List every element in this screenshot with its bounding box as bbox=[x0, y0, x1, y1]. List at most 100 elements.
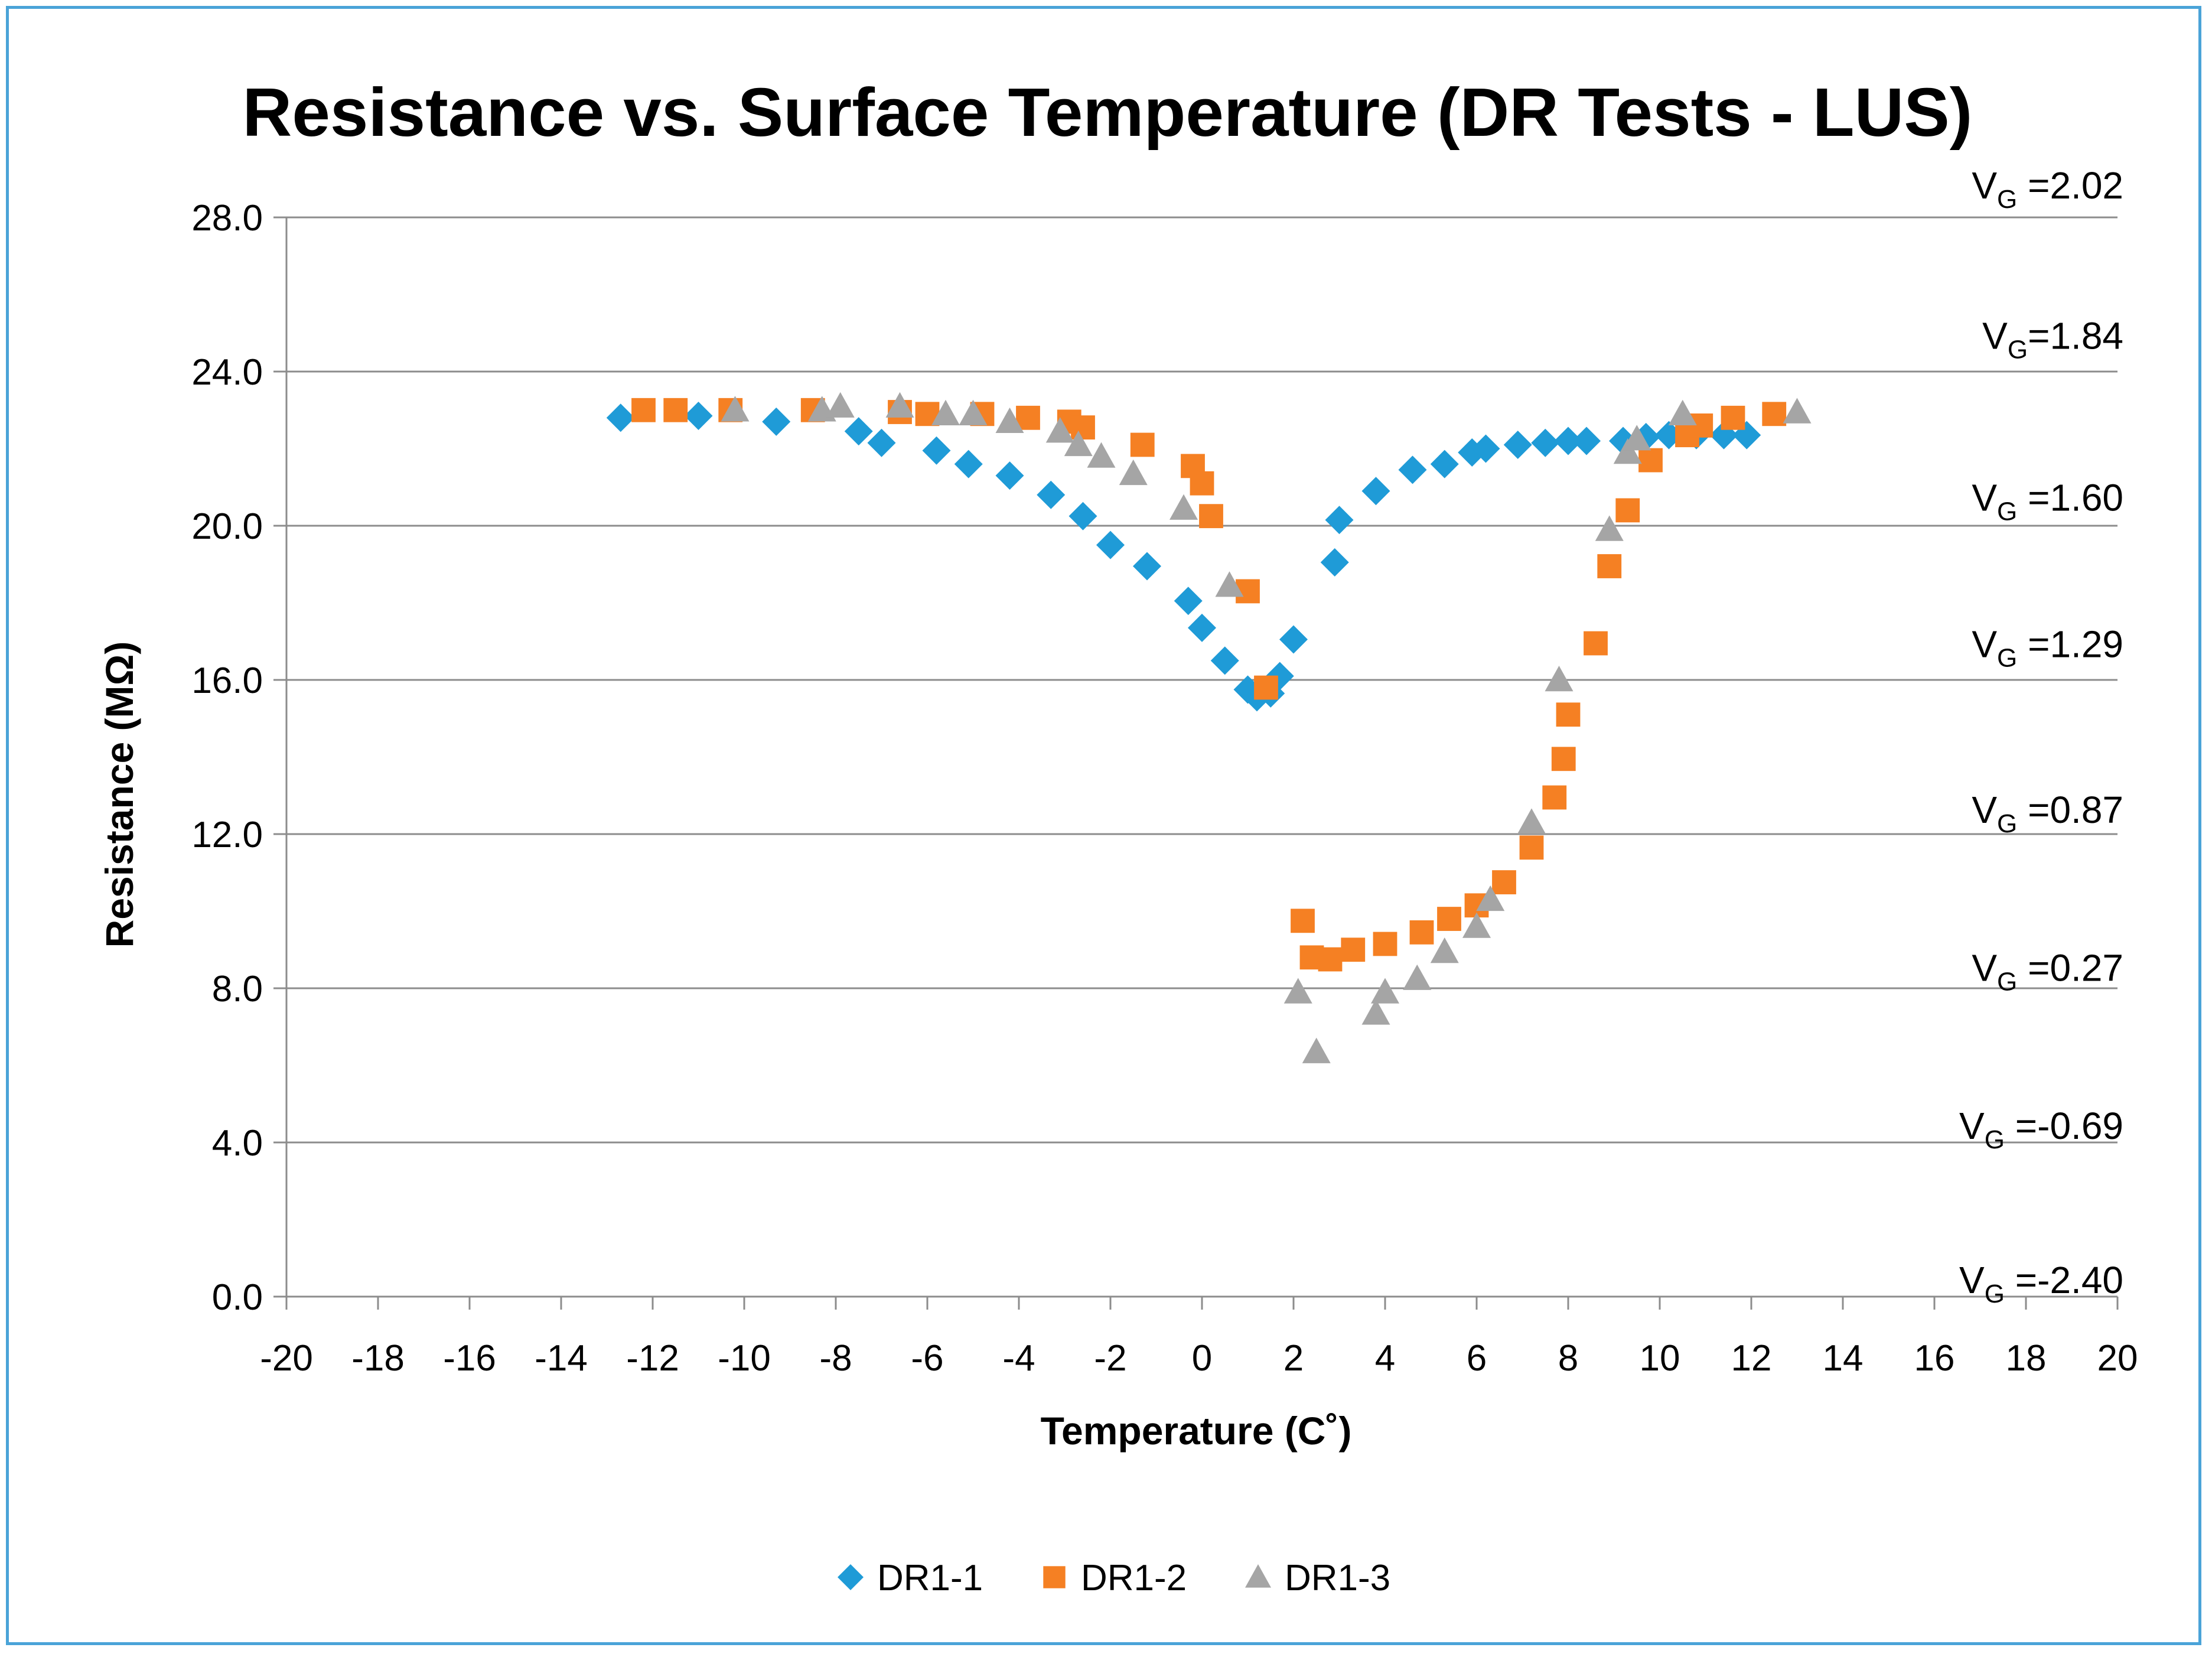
data-point bbox=[1361, 999, 1390, 1025]
data-point bbox=[1572, 426, 1601, 455]
chart-frame: Resistance vs. Surface Temperature (DR T… bbox=[6, 6, 2201, 1645]
x-tick-label: -20 bbox=[260, 1338, 313, 1379]
data-point bbox=[1615, 498, 1640, 523]
legend-marker-diamond bbox=[838, 1564, 864, 1590]
data-point bbox=[1188, 613, 1216, 642]
data-point bbox=[1668, 399, 1697, 425]
legend-item: DR1-1 bbox=[838, 1558, 983, 1598]
x-tick-label: 16 bbox=[1914, 1338, 1955, 1379]
data-point bbox=[1302, 1037, 1331, 1063]
vg-annotation: VG =0.87 bbox=[1972, 789, 2123, 838]
data-point bbox=[1087, 442, 1116, 468]
legend-item: DR1-3 bbox=[1245, 1558, 1390, 1598]
data-point bbox=[1584, 631, 1608, 656]
data-point bbox=[762, 407, 791, 436]
data-point bbox=[1320, 548, 1349, 577]
vg-annotation: VG =-2.40 bbox=[1959, 1259, 2123, 1308]
x-tick-label: -4 bbox=[1002, 1338, 1035, 1379]
x-tick-label: -12 bbox=[626, 1338, 679, 1379]
data-point bbox=[995, 407, 1024, 434]
data-point bbox=[606, 403, 635, 432]
data-point bbox=[995, 461, 1024, 490]
data-point bbox=[1721, 405, 1745, 430]
data-point bbox=[959, 399, 988, 425]
legend: DR1-1 DR1-2 DR1-3 bbox=[838, 1558, 1390, 1598]
vg-annotation: VG =1.60 bbox=[1972, 476, 2123, 526]
legend-marker-triangle bbox=[1245, 1564, 1271, 1588]
series-dr1-2 bbox=[631, 398, 1787, 972]
x-axis-label: Temperature (C˚) bbox=[1041, 1409, 1352, 1453]
vg-annotation: VG =2.02 bbox=[1972, 164, 2123, 214]
gridlines bbox=[286, 216, 2117, 1144]
data-point bbox=[1551, 747, 1576, 771]
data-point bbox=[1595, 515, 1624, 541]
data-point bbox=[844, 417, 873, 446]
data-point bbox=[1476, 885, 1505, 911]
data-point bbox=[1318, 947, 1343, 972]
data-point bbox=[1371, 978, 1399, 1004]
x-tick-label: 10 bbox=[1640, 1338, 1680, 1379]
data-point bbox=[1556, 702, 1581, 727]
data-point bbox=[1199, 504, 1223, 529]
x-tick-label: 2 bbox=[1283, 1338, 1304, 1379]
data-point bbox=[1471, 434, 1500, 463]
data-point bbox=[1291, 909, 1315, 933]
data-point bbox=[1554, 426, 1582, 455]
data-point bbox=[931, 399, 960, 425]
data-point bbox=[1133, 552, 1161, 581]
data-point bbox=[1462, 912, 1491, 938]
data-point bbox=[954, 450, 983, 478]
data-point bbox=[1119, 459, 1148, 486]
x-tick-label: -6 bbox=[911, 1338, 943, 1379]
data-points bbox=[606, 392, 1812, 1063]
data-point bbox=[631, 398, 656, 422]
data-point bbox=[1398, 455, 1427, 484]
y-tick-label: 24.0 bbox=[191, 352, 263, 393]
data-point bbox=[684, 402, 713, 431]
axes bbox=[273, 216, 2119, 1310]
y-tick-label: 20.0 bbox=[191, 506, 263, 547]
data-point bbox=[1517, 808, 1546, 834]
x-tick-label: 6 bbox=[1467, 1338, 1487, 1379]
data-point bbox=[1045, 417, 1074, 443]
data-point bbox=[1430, 937, 1459, 963]
vg-annotation: VG =1.29 bbox=[1972, 623, 2123, 672]
data-point bbox=[1762, 402, 1787, 426]
x-tick-label: 14 bbox=[1823, 1338, 1864, 1379]
x-tick-label: -8 bbox=[819, 1338, 852, 1379]
data-point bbox=[885, 392, 914, 418]
x-tick-label: 4 bbox=[1375, 1338, 1395, 1379]
data-point bbox=[1210, 646, 1239, 675]
vg-annotations: VG =2.02 VG=1.84 VG =1.60 VG =1.29 VG =0.87 V… bbox=[1959, 164, 2123, 1308]
x-tick-label: 0 bbox=[1192, 1338, 1212, 1379]
legend-marker-square bbox=[1043, 1566, 1066, 1588]
vg-annotation: VG =-0.69 bbox=[1959, 1105, 2123, 1154]
y-tick-label: 4.0 bbox=[212, 1123, 263, 1164]
data-point bbox=[1016, 405, 1040, 430]
data-point bbox=[1096, 530, 1125, 559]
data-point bbox=[1545, 666, 1574, 692]
x-tick-label: 12 bbox=[1731, 1338, 1772, 1379]
data-point bbox=[1638, 448, 1663, 473]
data-point bbox=[1783, 398, 1812, 424]
data-point bbox=[1403, 964, 1432, 990]
data-point bbox=[1689, 413, 1713, 438]
y-axis-label: Resistance (MΩ) bbox=[97, 642, 141, 948]
data-point bbox=[1519, 835, 1544, 860]
data-point bbox=[721, 396, 750, 422]
data-point bbox=[1068, 502, 1097, 530]
data-point bbox=[663, 398, 688, 422]
data-point bbox=[1373, 932, 1397, 956]
x-tick-label: -16 bbox=[443, 1338, 496, 1379]
x-tick-label: 18 bbox=[2006, 1338, 2047, 1379]
data-point bbox=[1361, 477, 1390, 506]
data-point bbox=[1174, 587, 1203, 616]
data-point bbox=[1531, 428, 1560, 457]
data-point bbox=[1623, 425, 1651, 451]
data-point bbox=[1492, 870, 1516, 894]
vg-annotation: VG=1.84 bbox=[1982, 314, 2123, 364]
data-point bbox=[1430, 450, 1459, 478]
legend-label: DR1-1 bbox=[877, 1558, 983, 1598]
data-point bbox=[1437, 907, 1461, 931]
x-tick-label: -14 bbox=[535, 1338, 588, 1379]
